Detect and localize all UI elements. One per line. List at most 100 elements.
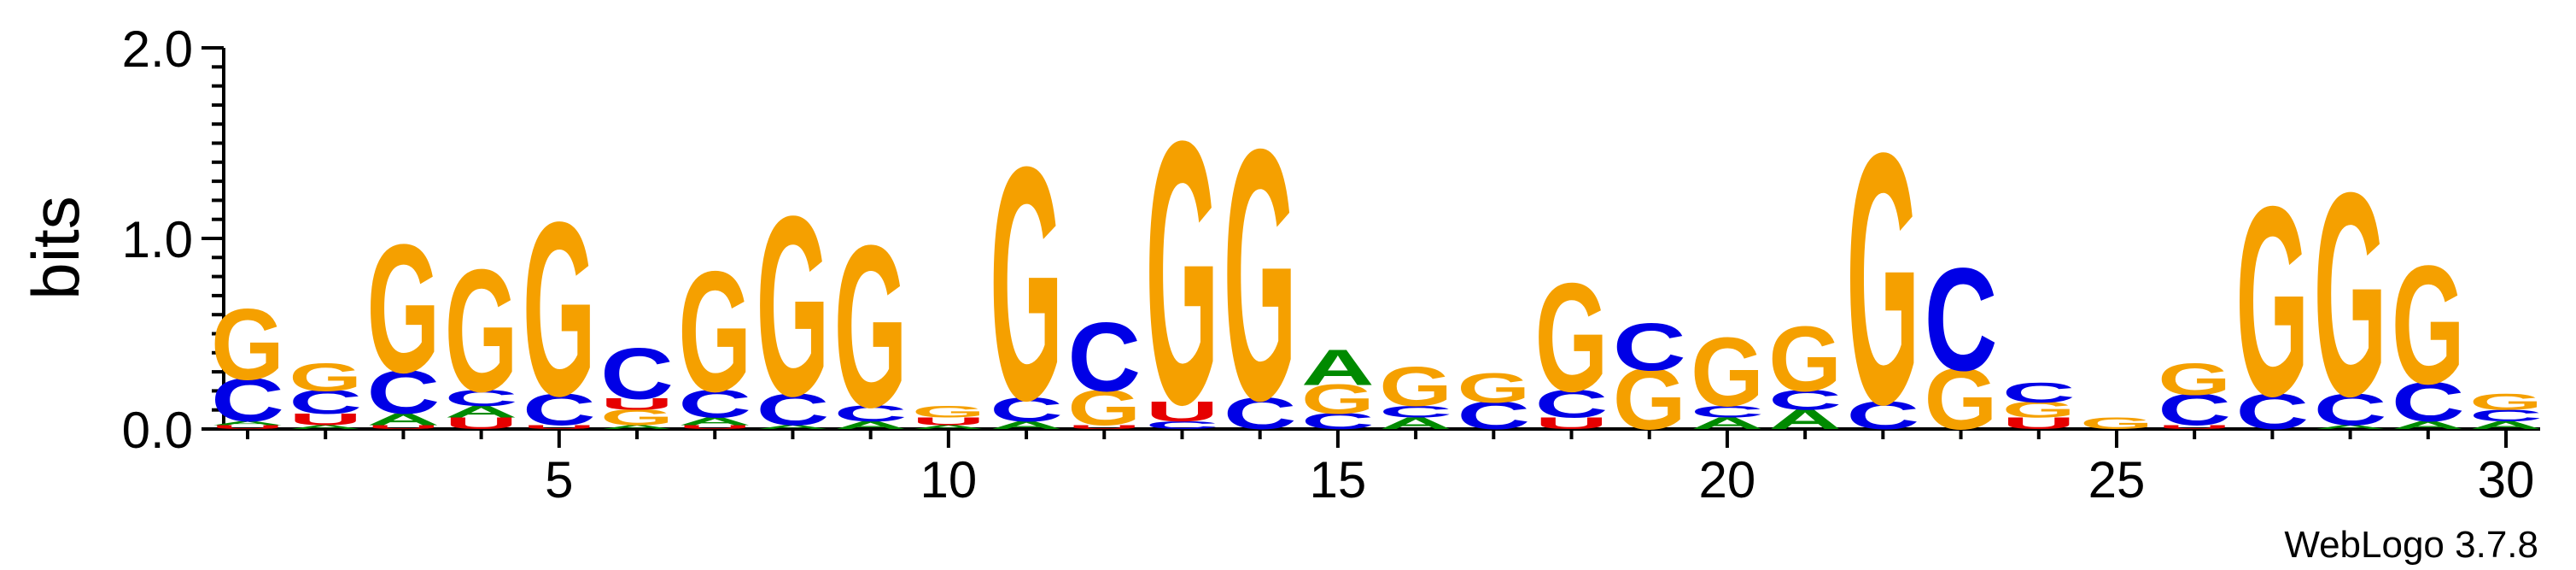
logo-letter-G: G	[1457, 365, 1530, 412]
logo-stack-position-9: ACG	[834, 197, 908, 455]
logo-letter-C: C	[1224, 389, 1297, 439]
logo-letter-G: G	[1535, 250, 1609, 424]
logo-letter-G: G	[990, 97, 1063, 469]
logo-letter-A: A	[2314, 424, 2387, 430]
logo-letter-A: A	[1379, 414, 1452, 432]
logo-stack-position-15: CGA	[1301, 339, 1375, 434]
logo-stack-position-24: UGC	[2002, 377, 2076, 432]
logo-stack-position-17: CG	[1457, 365, 1530, 438]
logo-letter-C: C	[1846, 393, 1919, 438]
logo-stack-position-21: ACG	[1768, 308, 1842, 435]
logo-stack-position-10: AUG	[912, 403, 985, 431]
logo-letter-A: A	[367, 410, 441, 429]
x-axis: 5 10 15 20 25 30	[224, 427, 2540, 508]
logo-letter-U: U	[367, 424, 441, 430]
logo-stack-position-20: ACG	[1691, 317, 1764, 433]
logo-letter-U: U	[912, 415, 985, 428]
logo-letter-G: G	[2469, 390, 2543, 415]
logo-letter-A: A	[990, 419, 1063, 432]
logo-letter-A: A	[834, 419, 908, 432]
logo-stack-position-23: GC	[1925, 238, 1998, 448]
logo-letter-G: G	[678, 236, 751, 428]
logo-stack-position-16: ACG	[1379, 356, 1452, 432]
logo-letter-G: G	[2158, 355, 2231, 405]
x-tick-label: 25	[2088, 451, 2146, 508]
logo-letter-C: C	[2469, 406, 2543, 425]
logo-stack-position-11: ACG	[990, 97, 1063, 469]
logo-stack-position-27: CG	[2236, 150, 2310, 453]
logo-stack-position-14: CG	[1224, 74, 1297, 474]
logo-letter-C: C	[289, 383, 362, 420]
x-tick-label: 5	[545, 451, 573, 508]
logo-letter-G: G	[1925, 350, 1998, 448]
logo-letter-G: G	[2080, 414, 2153, 432]
logo-letter-G: G	[756, 162, 830, 450]
logo-stack-position-30: ACG	[2469, 390, 2543, 432]
logo-letter-C: C	[2158, 385, 2231, 435]
logo-letter-C: C	[367, 358, 441, 427]
y-tick-label: 0.0	[122, 402, 193, 459]
logo-letter-C: C	[600, 332, 674, 414]
logo-letter-A: A	[289, 424, 362, 430]
logo-letter-A: A	[1301, 339, 1375, 396]
logo-letter-C: C	[1925, 238, 1998, 402]
logo-letter-G: G	[367, 208, 441, 412]
logo-letter-G: G	[1224, 74, 1297, 474]
logo-stack-position-18: UCG	[1535, 250, 1609, 432]
logo-letter-C: C	[678, 382, 751, 426]
logo-stack-position-26: UCG	[2158, 355, 2231, 435]
logo-letter-G: G	[1768, 308, 1842, 411]
logo-letter-A: A	[912, 424, 985, 430]
x-tick-label: 20	[1699, 451, 1756, 508]
logo-letter-C: C	[1146, 419, 1219, 432]
logo-letter-A: A	[2469, 419, 2543, 432]
logo-letter-U: U	[2158, 424, 2231, 430]
logo-stack-position-5: UCG	[523, 170, 596, 448]
logo-letter-A: A	[600, 424, 674, 430]
logo-letter-G: G	[1691, 317, 1764, 427]
logo-letter-A: A	[1691, 414, 1764, 432]
logo-letter-G: G	[2002, 397, 2076, 423]
x-tick-label: 15	[1310, 451, 1367, 508]
logo-letter-U: U	[1067, 424, 1141, 430]
logo-letter-U: U	[289, 410, 362, 429]
logo-letter-G: G	[600, 404, 674, 430]
y-tick-label: 1.0	[122, 211, 193, 268]
logo-letter-G: G	[2392, 230, 2465, 419]
logo-letter-A: A	[211, 420, 284, 426]
logo-stack-position-29: ACG	[2392, 230, 2465, 433]
logo-letter-C: C	[1768, 385, 1842, 416]
logo-letter-G: G	[289, 356, 362, 399]
logo-letter-C: C	[1301, 408, 1375, 433]
logo-letter-G: G	[445, 232, 518, 428]
logo-letter-C: C	[2002, 377, 2076, 408]
logo-letter-G: G	[211, 288, 284, 402]
logo-stack-position-19: GC	[1613, 309, 1686, 448]
logo-letter-A: A	[2392, 419, 2465, 432]
logo-letter-U: U	[678, 424, 751, 430]
logo-letter-C: C	[523, 385, 596, 435]
y-axis-label: bits	[18, 196, 93, 299]
logo-stack-position-25: G	[2080, 414, 2153, 432]
logo-letter-G: G	[2314, 132, 2387, 457]
logo-letter-U: U	[445, 414, 518, 432]
logo-letter-C: C	[2392, 371, 2465, 434]
logo-letter-U: U	[523, 424, 596, 430]
logo-letter-C: C	[1379, 403, 1452, 421]
logo-stack-position-13: CUG	[1146, 62, 1219, 482]
logo-stack-position-22: CG	[1846, 79, 1919, 479]
logo-letter-G: G	[2236, 150, 2310, 453]
logo-letter-U: U	[1535, 414, 1609, 432]
logo-letter-G: G	[1067, 379, 1141, 436]
logo-stack-position-28: ACG	[2314, 132, 2387, 457]
logo-letter-G: G	[1613, 350, 1686, 448]
logo-letter-U: U	[211, 424, 284, 430]
logo-letter-G: G	[1146, 62, 1219, 482]
